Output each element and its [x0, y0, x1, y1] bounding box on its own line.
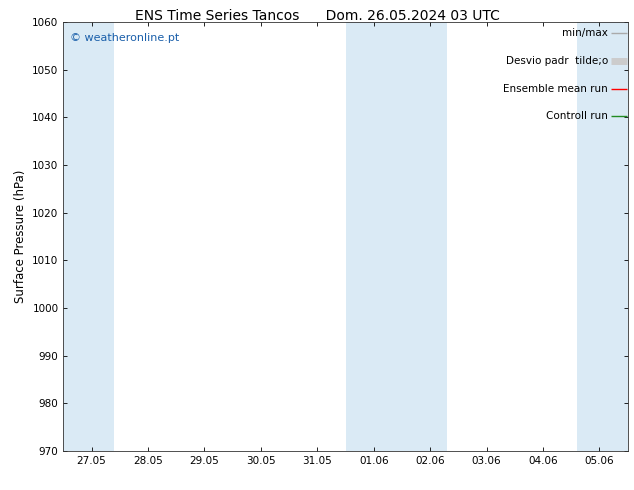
Text: Controll run: Controll run [546, 111, 608, 122]
Bar [396, 22, 447, 451]
Bar [577, 22, 628, 451]
Y-axis label: Surface Pressure (hPa): Surface Pressure (hPa) [14, 170, 27, 303]
Text: © weatheronline.pt: © weatheronline.pt [70, 33, 179, 43]
Text: Ensemble mean run: Ensemble mean run [503, 83, 608, 94]
Text: ENS Time Series Tancos      Dom. 26.05.2024 03 UTC: ENS Time Series Tancos Dom. 26.05.2024 0… [134, 9, 500, 23]
Bar [63, 22, 114, 451]
Text: Desvio padr  tilde;o: Desvio padr tilde;o [506, 56, 608, 66]
Bar [346, 22, 396, 451]
Text: min/max: min/max [562, 28, 608, 38]
